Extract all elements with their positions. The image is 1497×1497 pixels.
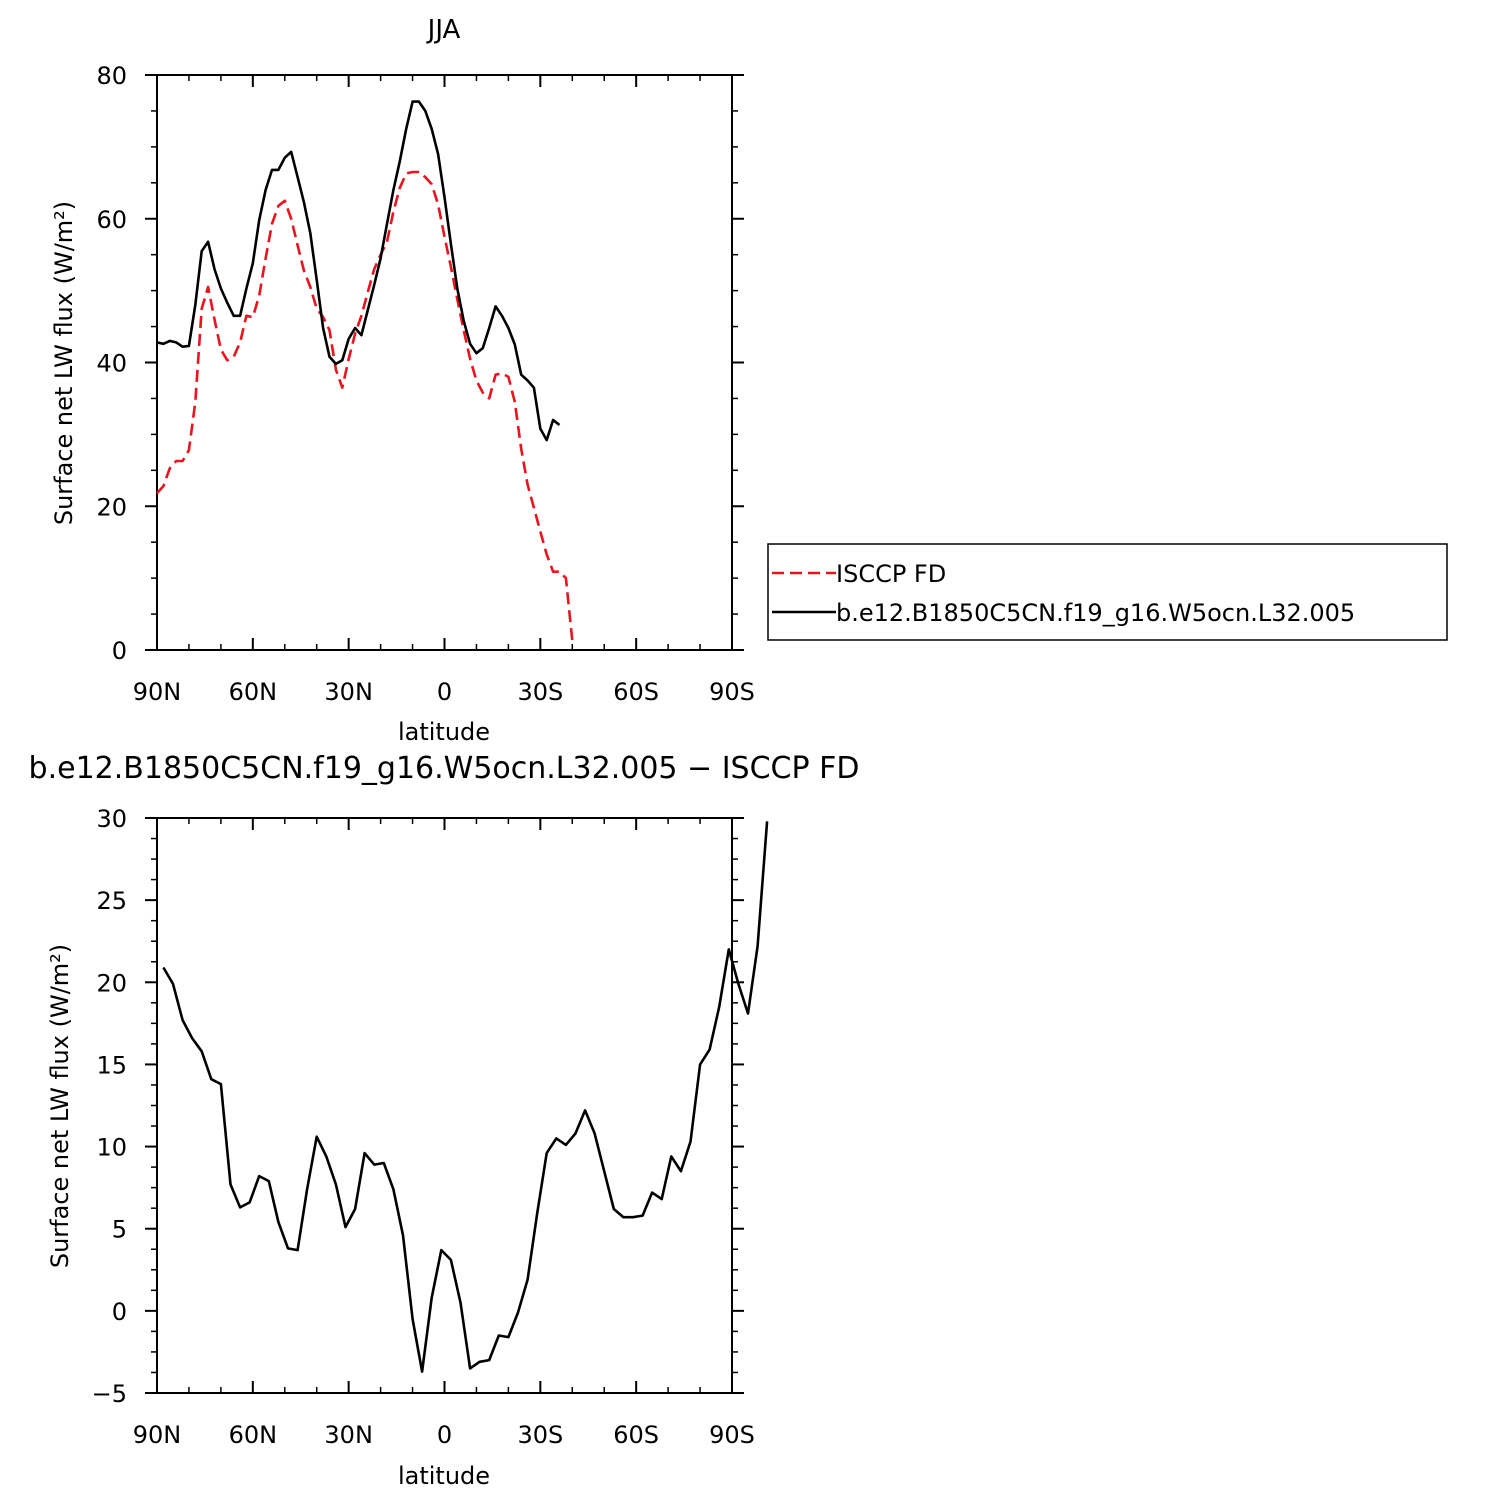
bottom-x-tick-label: 30S — [517, 1421, 563, 1449]
bottom-x-tick-label: 60N — [229, 1421, 278, 1449]
top-x-tick-label: 90S — [709, 678, 755, 706]
bottom-y-tick-label: 15 — [96, 1051, 127, 1079]
top-y-tick-label: 20 — [96, 493, 127, 521]
top-plot-frame — [156, 74, 733, 651]
bottom-y-tick-label: −5 — [92, 1380, 127, 1408]
top-series-line-1 — [156, 170, 574, 641]
bottom-plot-frame — [156, 817, 733, 1394]
legend-label-isccp: ISCCP FD — [836, 560, 946, 588]
bottom-x-axis-label: latitude — [398, 1462, 490, 1490]
bottom-y-tick-label: 25 — [96, 887, 127, 915]
top-x-axis-label: latitude — [398, 718, 490, 746]
bottom-panel: b.e12.B1850C5CN.f19_g16.W5ocn.L32.005 − … — [29, 751, 860, 1490]
bottom-y-tick-label: 0 — [112, 1298, 127, 1326]
bottom-x-tick-label: 60S — [613, 1421, 659, 1449]
bottom-x-tick-label: 30N — [324, 1421, 373, 1449]
top-x-tick-label: 0 — [437, 678, 452, 706]
bottom-y-tick-label: 10 — [96, 1134, 127, 1162]
top-x-tick-label: 60N — [229, 678, 278, 706]
top-chart-title: JJA — [426, 15, 461, 45]
legend-label-model: b.e12.B1850C5CN.f19_g16.W5ocn.L32.005 — [836, 599, 1355, 627]
legend: ISCCP FD b.e12.B1850C5CN.f19_g16.W5ocn.L… — [767, 543, 1448, 641]
bottom-x-tick-label: 0 — [437, 1421, 452, 1449]
bottom-y-axis-label: Surface net LW flux (W/m²) — [46, 944, 74, 1268]
bottom-chart-title: b.e12.B1850C5CN.f19_g16.W5ocn.L32.005 − … — [29, 751, 860, 786]
bottom-x-tick-label: 90N — [133, 1421, 182, 1449]
bottom-y-tick-label: 30 — [96, 805, 127, 833]
top-y-tick-label: 60 — [96, 206, 127, 234]
top-x-tick-label: 30N — [324, 678, 373, 706]
legend-box — [767, 543, 1448, 641]
top-y-axis-label: Surface net LW flux (W/m²) — [50, 201, 78, 525]
top-y-tick-label: 0 — [112, 637, 127, 665]
top-panel: JJA 90N 60N 30N 0 30S 60S 90S 0 20 40 60 80 latitud… — [50, 15, 755, 746]
top-x-tick-label: 60S — [613, 678, 659, 706]
bottom-series-line-1 — [162, 821, 769, 1373]
top-y-tick-label: 40 — [96, 350, 127, 378]
top-x-tick-label: 30S — [517, 678, 563, 706]
top-x-tick-label: 90N — [133, 678, 182, 706]
top-series-line-2 — [156, 100, 561, 442]
bottom-x-tick-label: 90S — [709, 1421, 755, 1449]
bottom-y-tick-label: 20 — [96, 969, 127, 997]
top-y-tick-label: 80 — [96, 62, 127, 90]
bottom-y-tick-label: 5 — [112, 1216, 127, 1244]
